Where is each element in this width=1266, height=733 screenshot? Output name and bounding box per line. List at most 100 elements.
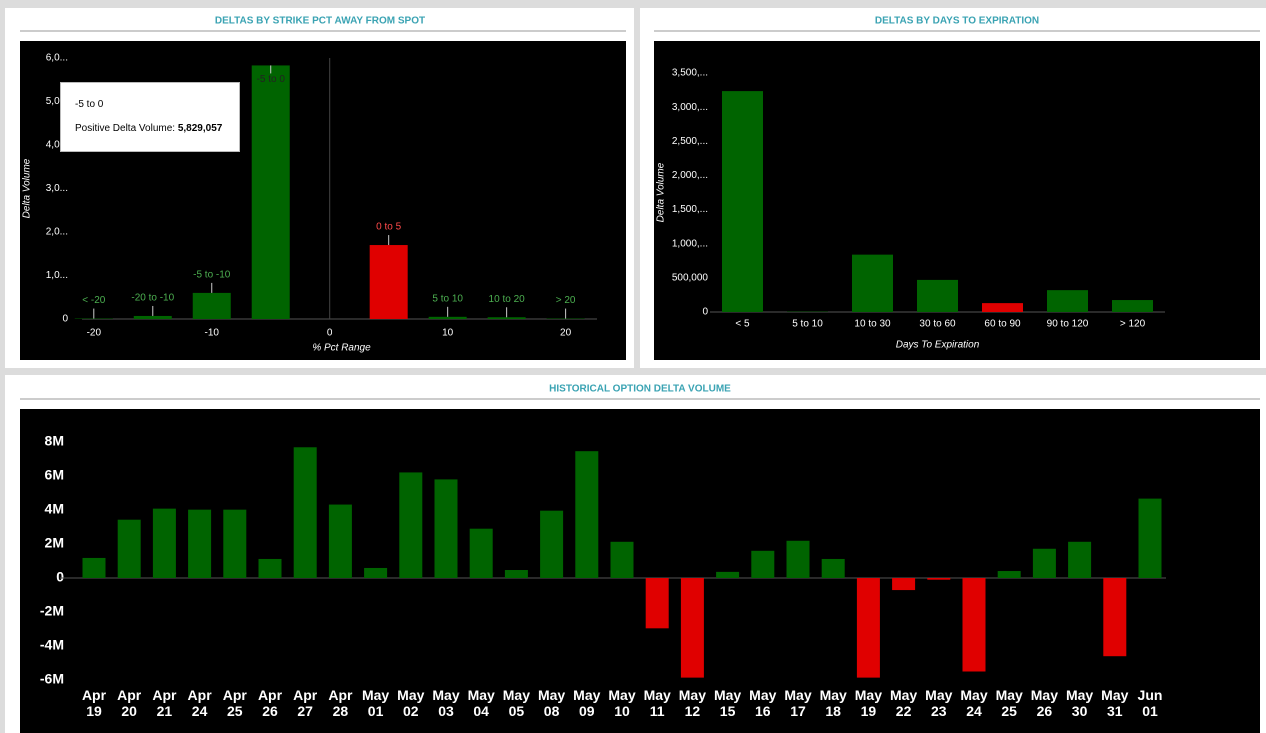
bar <box>722 91 763 313</box>
x-tick-label: May 19 <box>854 687 882 719</box>
bar <box>1112 300 1153 312</box>
y-tick-label: -4M <box>40 637 64 653</box>
x-tick-label: May 15 <box>713 687 742 719</box>
bar <box>223 509 247 578</box>
x-tick-label: > 120 <box>1120 319 1146 330</box>
y-tick-label: 2,500,... <box>672 136 708 147</box>
y-axis-title: Delta Volume <box>22 158 33 218</box>
bar <box>434 479 458 578</box>
y-tick-label: 6M <box>45 467 64 483</box>
bar <box>1103 578 1127 657</box>
y-tick-label: 2,000,... <box>672 170 708 181</box>
bar <box>133 315 172 319</box>
bar <box>428 316 467 319</box>
bar <box>369 245 408 319</box>
bar <box>328 504 352 578</box>
x-tick-label: May 18 <box>819 687 847 719</box>
x-tick-label: Apr 21 <box>152 687 177 719</box>
bar <box>680 578 704 678</box>
bar <box>716 571 740 578</box>
data-label: > 20 <box>556 295 576 306</box>
bar <box>997 571 1021 578</box>
bar <box>575 451 599 578</box>
bar <box>962 578 986 672</box>
bar <box>188 509 212 578</box>
bar <box>487 317 526 319</box>
x-tick-label: May 05 <box>502 687 530 719</box>
x-tick-label: May 25 <box>995 687 1023 719</box>
x-tick-label: Apr 24 <box>187 687 212 719</box>
bar <box>786 540 810 578</box>
bar <box>821 558 845 578</box>
y-tick-label: 2M <box>45 535 64 551</box>
bar <box>751 550 775 578</box>
x-tick-label: -10 <box>205 328 220 339</box>
x-tick-label: 0 <box>327 328 333 339</box>
chart-title: DELTAS BY STRIKE PCT AWAY FROM SPOT <box>215 16 425 27</box>
y-tick-label: -6M <box>40 671 64 687</box>
y-tick-label: 6,0... <box>46 53 68 64</box>
x-tick-label: Apr 27 <box>293 687 318 719</box>
x-tick-label: May 01 <box>361 687 390 719</box>
x-tick-label: 10 <box>442 328 454 339</box>
y-tick-label: 4M <box>45 501 64 517</box>
y-tick-label: 3,500,... <box>672 68 708 79</box>
x-tick-label: May 04 <box>467 687 495 719</box>
y-tick-label: 2,0... <box>46 227 68 238</box>
data-label: 0 to 5 <box>376 222 401 233</box>
x-tick-label: May 12 <box>678 687 706 719</box>
x-tick-label: Apr 28 <box>328 687 353 719</box>
x-tick-label: May 10 <box>608 687 636 719</box>
bar <box>364 567 388 578</box>
x-tick-label: 5 to 10 <box>792 319 823 330</box>
tooltip-body: Positive Delta Volume: 5,829,057 <box>75 123 222 134</box>
bar <box>504 570 528 578</box>
bar <box>982 303 1023 312</box>
x-tick-label: May 31 <box>1101 687 1129 719</box>
x-tick-label: Apr 19 <box>81 687 107 719</box>
bar <box>852 254 893 312</box>
tooltip-value: 5,829,057 <box>177 123 223 134</box>
x-tick-label: 20 <box>560 328 572 339</box>
x-tick-label: May 24 <box>960 687 988 719</box>
data-label: -5 to 0 <box>257 74 286 85</box>
bar <box>927 578 951 580</box>
x-tick-label: May 02 <box>397 687 425 719</box>
y-tick-label: 0 <box>702 307 708 318</box>
bar <box>645 578 669 629</box>
bar <box>917 279 958 312</box>
bar <box>610 541 634 578</box>
bar <box>192 292 231 319</box>
y-tick-label: -2M <box>40 603 64 619</box>
x-tick-label: 90 to 120 <box>1047 319 1089 330</box>
y-tick-label: 1,0... <box>46 270 68 281</box>
x-tick-label: May 08 <box>537 687 566 719</box>
data-label: < -20 <box>82 295 106 306</box>
y-tick-label: 3,000,... <box>672 102 708 113</box>
x-tick-label: May 26 <box>1030 687 1058 719</box>
bar <box>399 472 423 578</box>
bar <box>1138 498 1162 578</box>
y-tick-label: 1,500,... <box>672 204 708 215</box>
y-tick-label: 0 <box>62 314 68 325</box>
bar <box>258 558 282 578</box>
y-tick-label: 500,000 <box>672 272 709 283</box>
x-tick-label: Apr 25 <box>222 687 247 719</box>
x-tick-label: Apr 26 <box>257 687 283 719</box>
y-tick-label: 8M <box>45 433 64 449</box>
x-tick-label: May 23 <box>925 687 953 719</box>
data-label: -5 to -10 <box>193 270 231 281</box>
y-tick-label: 4,0... <box>46 140 68 151</box>
y-tick-label: 5,0... <box>46 96 68 107</box>
data-label: 10 to 20 <box>489 294 526 305</box>
x-tick-label: May 17 <box>784 687 812 719</box>
x-tick-label: May 03 <box>432 687 460 719</box>
x-axis-title: % Pct Range <box>312 343 371 354</box>
bar <box>117 519 141 578</box>
bar <box>251 65 290 319</box>
chart-title: DELTAS BY DAYS TO EXPIRATION <box>875 16 1039 27</box>
tooltip: -5 to 0 Positive Delta Volume: 5,829,057 <box>60 82 240 152</box>
y-tick-label: 3,0... <box>46 183 68 194</box>
y-tick-label: 0 <box>56 569 64 585</box>
